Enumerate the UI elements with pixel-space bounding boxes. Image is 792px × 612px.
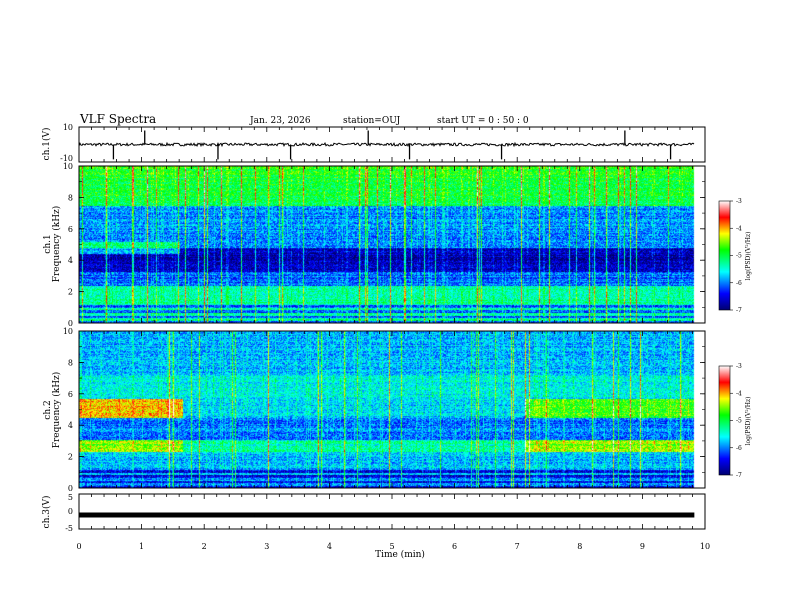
time-tick-label: 9 (640, 542, 645, 551)
ch2-spectrogram-ylabel-channel: ch.2 (43, 400, 53, 419)
time-axis-ticks (78, 127, 706, 529)
time-tick-label: 6 (452, 542, 457, 551)
ch1-colorbar (718, 200, 731, 311)
ch3-waveform-ylabel: ch.3(V) (41, 496, 52, 529)
ch1-spectrogram-ylabel-freq: Frequency (kHz) (51, 206, 62, 283)
freq-tick-label: 4 (68, 256, 73, 265)
time-tick-label: 10 (700, 542, 710, 551)
colorbar-tick-label: -3 (736, 363, 742, 370)
colorbar-tick-label: -6 (736, 445, 742, 452)
ch1-waveform-panel: 10 -10 ch.1(V) (41, 123, 706, 163)
freq-tick-label: 2 (68, 453, 73, 462)
time-tick-label: 4 (327, 542, 332, 551)
ch3-ytick-bottom: -5 (65, 524, 73, 533)
freq-tick-label: 6 (68, 225, 73, 234)
colorbar-tick-label: -5 (736, 418, 742, 425)
colorbar-tick-label: -4 (736, 225, 742, 232)
colorbar-tick-label: -7 (736, 472, 742, 479)
colorbar-tick-label: -6 (736, 280, 742, 287)
date-label: Jan. 23, 2026 (249, 116, 311, 126)
freq-tick-label: 8 (68, 193, 73, 202)
colorbar-tick-label: -4 (736, 390, 742, 397)
ch1-ytick-top: 10 (63, 123, 73, 132)
start-ut-label: start UT = 0 : 50 : 0 (437, 116, 529, 126)
ch2-colorbar (718, 365, 731, 476)
freq-tick-label: 8 (68, 358, 73, 367)
colorbar-tick-label: -3 (736, 198, 742, 205)
freq-tick-label: 0 (68, 319, 73, 328)
freq-tick-label: 0 (68, 484, 73, 493)
time-axis-label: Time (min) (375, 549, 425, 560)
time-tick-label: 2 (202, 542, 207, 551)
colorbar-tick-label: -5 (736, 253, 742, 260)
ch1-spike-group (112, 130, 672, 160)
ch3-ytick-top: 5 (68, 493, 73, 502)
ch1-spectrogram-ylabel-channel: ch.1 (43, 234, 53, 253)
ch3-ytick-mid: 0 (68, 507, 73, 516)
ch1-waveform-ylabel: ch.1(V) (41, 128, 52, 161)
ch1-freq-ticks: 0 2 4 6 8 10 (63, 162, 705, 328)
time-tick-label: 8 (577, 542, 582, 551)
ch2-spectrogram-ylabel-freq: Frequency (kHz) (51, 372, 62, 449)
colorbar-tick-label: -7 (736, 307, 742, 314)
freq-tick-label: 6 (68, 390, 73, 399)
ch3-waveform-frame (78, 493, 706, 530)
ch2-freq-ticks: 0 2 4 6 8 10 (63, 327, 705, 493)
freq-tick-label: 10 (63, 327, 73, 336)
figure-title: VLF Spectra (79, 112, 156, 126)
ch3-waveform-panel: 5 0 -5 ch.3(V) (41, 493, 706, 533)
time-axis-tick-labels: 0 1 2 3 4 5 6 7 8 9 10 (76, 542, 710, 551)
time-tick-label: 3 (264, 542, 269, 551)
ch1-spectrogram-image (79, 166, 705, 323)
ch1-waveform-trace (78, 141, 695, 148)
time-tick-label: 5 (389, 542, 394, 551)
ch2-colorbar-label: log(PSD)(V²/Hz) (745, 397, 752, 446)
time-tick-label: 0 (76, 542, 81, 551)
ch2-spectrogram-image (79, 331, 705, 488)
ch1-colorbar-ticks: -3 -4 -5 -6 -7 (730, 198, 742, 314)
freq-tick-label: 4 (68, 421, 73, 430)
ch2-colorbar-ticks: -3 -4 -5 -6 -7 (730, 363, 742, 479)
ch1-ytick-bottom: -10 (60, 154, 73, 163)
freq-tick-label: 2 (68, 288, 73, 297)
freq-tick-label: 10 (63, 162, 73, 171)
time-tick-label: 7 (515, 542, 520, 551)
station-label: station=OUJ (343, 116, 401, 126)
time-tick-label: 1 (139, 542, 144, 551)
ch1-colorbar-label: log(PSD)(V²/Hz) (745, 232, 752, 281)
